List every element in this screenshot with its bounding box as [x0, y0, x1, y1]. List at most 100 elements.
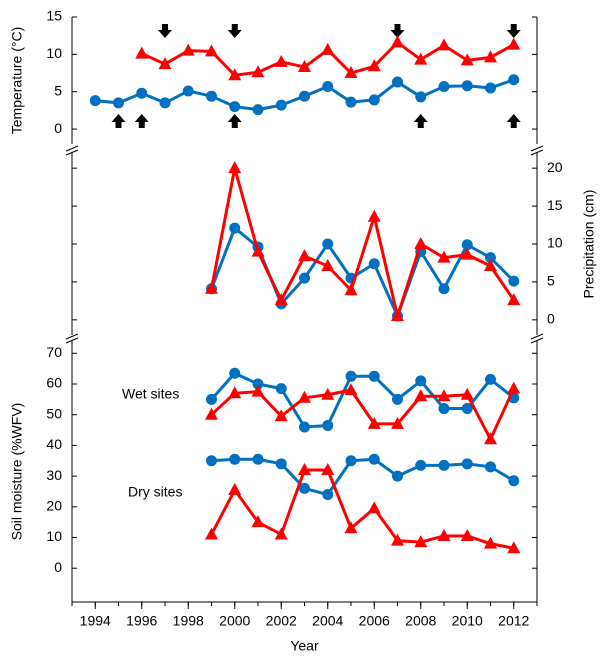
marker — [368, 453, 380, 465]
marker — [89, 95, 101, 107]
marker — [392, 393, 403, 405]
down-arrow — [506, 24, 521, 38]
marker — [228, 386, 242, 399]
marker — [251, 65, 265, 78]
marker — [508, 74, 520, 86]
y-tick-label: 30 — [46, 467, 62, 483]
y-axis-title: Temperature (°C) — [9, 27, 25, 135]
marker — [392, 470, 403, 482]
marker — [368, 370, 380, 382]
marker — [485, 82, 496, 94]
y-axis-title: Precipitation (cm) — [581, 190, 597, 299]
marker — [229, 453, 241, 465]
y-tick-label: 15 — [46, 8, 62, 24]
marker — [437, 389, 451, 402]
marker — [205, 281, 218, 294]
marker — [391, 35, 404, 48]
x-tick-label: 2008 — [405, 613, 436, 629]
y-tick-label: 50 — [46, 405, 62, 421]
marker — [391, 309, 404, 322]
y-tick-label: 0 — [54, 120, 62, 136]
marker — [251, 384, 265, 397]
marker — [391, 533, 404, 546]
up-arrow — [134, 114, 149, 128]
marker — [415, 459, 427, 471]
marker — [484, 432, 497, 445]
x-tick-label: 2000 — [219, 613, 250, 629]
y-tick-label: 10 — [46, 45, 62, 61]
marker — [344, 66, 358, 79]
marker — [229, 101, 241, 113]
marker — [274, 409, 288, 422]
marker — [298, 462, 311, 475]
marker — [367, 209, 381, 222]
marker — [322, 238, 334, 250]
down-arrow — [158, 24, 172, 38]
marker — [322, 419, 334, 431]
y-tick-label: 40 — [46, 436, 62, 452]
marker — [414, 52, 428, 65]
marker — [438, 80, 450, 92]
marker — [205, 527, 218, 540]
y-tick-label: 0 — [54, 559, 62, 575]
marker — [415, 91, 427, 103]
marker — [158, 57, 172, 70]
marker — [345, 370, 357, 382]
marker — [321, 42, 335, 55]
marker — [438, 283, 450, 295]
marker — [392, 76, 403, 88]
marker — [113, 97, 124, 109]
y-axis-title: Soil moisture (%WFV) — [9, 403, 25, 541]
marker — [344, 283, 358, 296]
marker — [437, 38, 451, 51]
marker — [322, 489, 334, 501]
marker — [205, 44, 218, 57]
x-tick-label: 2012 — [498, 613, 529, 629]
marker — [437, 250, 451, 263]
marker — [508, 275, 520, 287]
marker — [274, 527, 288, 540]
x-tick-label: 2010 — [452, 613, 483, 629]
marker — [275, 99, 287, 111]
marker — [461, 239, 473, 251]
marker — [367, 59, 381, 72]
marker — [182, 85, 194, 97]
marker — [252, 453, 264, 465]
y-tick-label: 20 — [46, 498, 62, 514]
up-arrow — [506, 114, 521, 128]
marker — [298, 249, 311, 262]
marker — [228, 161, 242, 174]
marker — [136, 87, 148, 99]
marker — [299, 421, 310, 433]
y-tick-label: 0 — [547, 311, 555, 327]
x-tick-label: 2006 — [359, 613, 390, 629]
marker — [461, 80, 473, 92]
marker — [345, 455, 357, 467]
marker — [274, 54, 288, 67]
marker — [391, 416, 404, 429]
marker — [414, 389, 428, 402]
marker — [485, 461, 496, 473]
x-tick-label: 1994 — [80, 613, 111, 629]
marker — [507, 293, 521, 306]
marker — [485, 252, 496, 264]
x-tick-label: 1996 — [126, 613, 157, 629]
y-tick-label: 10 — [46, 528, 62, 544]
marker — [299, 90, 310, 102]
marker — [274, 293, 288, 306]
marker — [415, 375, 427, 387]
marker — [275, 458, 287, 470]
y-tick-label: 20 — [547, 159, 563, 175]
marker — [251, 515, 265, 528]
axis-breaks — [65, 145, 544, 344]
marker — [298, 60, 311, 73]
marker — [414, 237, 428, 249]
marker — [229, 367, 241, 379]
marker — [252, 104, 264, 116]
marker — [206, 455, 217, 467]
marker — [321, 387, 335, 400]
x-axis-title: Year — [290, 638, 319, 654]
marker — [344, 521, 358, 534]
marker — [229, 222, 241, 234]
marker — [321, 258, 335, 271]
